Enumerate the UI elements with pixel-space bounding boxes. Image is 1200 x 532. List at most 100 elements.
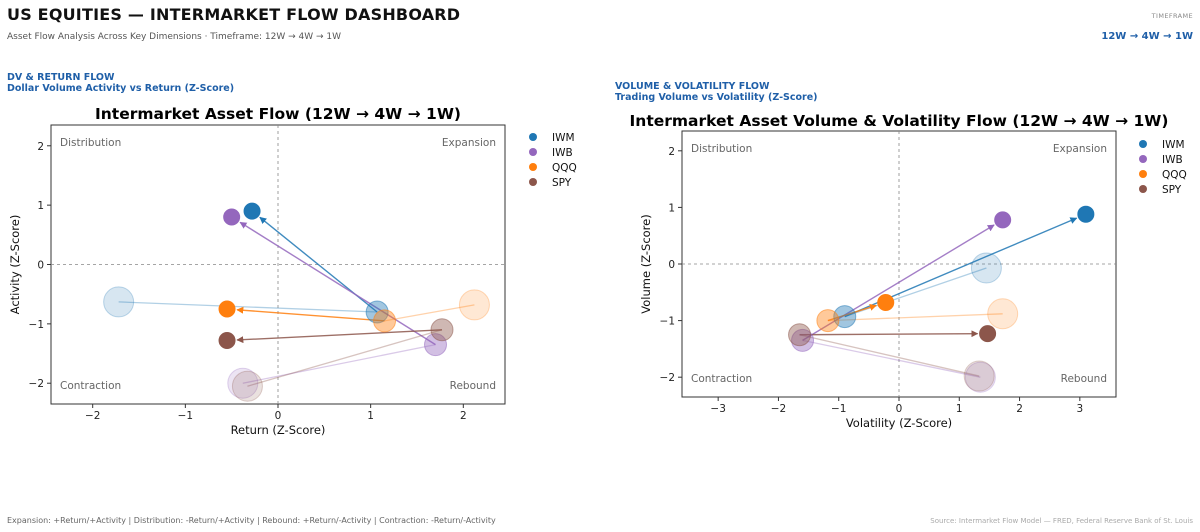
timeframe-label: TIMEFRAME [1151,12,1193,20]
point-iwm-12w [970,252,1002,284]
dashboard-subtitle: Asset Flow Analysis Across Key Dimension… [7,32,342,42]
left-section-title: DV & RETURN FLOW [7,72,115,83]
legend-marker-spy [529,178,537,186]
point-iwb-1w [994,211,1012,229]
timeframe-value: 12W → 4W → 1W [1101,31,1193,42]
legend-label-spy: SPY [552,177,572,189]
left-section-heading: DV & RETURN FLOW Dollar Volume Activity … [7,72,234,94]
legend-label-iwm: IWM [1162,139,1185,151]
legend-label-iwb: IWB [1162,154,1183,166]
point-iwb-12w [964,361,996,393]
flow-arrow-4w-1w [799,330,979,338]
point-qqq-12w [458,289,490,321]
x-tick-label: 1 [956,403,963,415]
quadrant-label-expansion: Expansion [442,137,496,149]
right-section-heading: VOLUME & VOLATILITY FLOW Trading Volume … [615,81,818,103]
right-section-subtitle: Trading Volume vs Volatility (Z-Score) [615,92,818,103]
flow-segment-12w-4w [799,334,980,377]
right-section-title: VOLUME & VOLATILITY FLOW [615,81,770,92]
x-tick-label: 2 [460,410,467,422]
source-footer: Source: Intermarket Flow Model — FRED, F… [930,517,1193,525]
x-tick-label: −2 [771,403,786,415]
flow-segment-12w-4w [802,339,981,378]
point-spy-12w [963,360,995,392]
quadrant-label-expansion: Expansion [1053,143,1107,155]
quadrant-label-distribution: Distribution [60,137,121,149]
quadrant-legend-footer: Expansion: +Return/+Activity | Distribut… [7,516,496,525]
point-spy-4w [788,323,812,347]
point-spy-1w [218,331,236,349]
point-qqq-4w [816,309,840,333]
legend-label-iwb: IWB [552,147,573,159]
flow-arrow-4w-1w [236,306,385,322]
legend-marker-qqq [1139,170,1147,178]
point-spy-1w [979,325,997,343]
flow-arrow-4w-1w [236,329,443,344]
point-iwb-1w [223,208,241,226]
chart-title: Intermarket Asset Flow (12W → 4W → 1W) [95,105,461,123]
legend-marker-qqq [529,163,537,171]
x-tick-label: −2 [85,410,100,422]
x-tick-label: −1 [831,403,846,415]
x-axis-label: Volatility (Z-Score) [846,416,952,430]
chart-title: Intermarket Asset Volume & Volatility Fl… [630,112,1169,130]
legend-marker-iwm [529,133,537,141]
flow-segment-12w-4w [827,313,1003,322]
y-tick-label: −2 [29,378,44,390]
flow-segment-12w-4w [384,304,475,322]
quadrant-label-rebound: Rebound [1061,373,1107,385]
y-axis-label: Activity (Z-Score) [8,215,22,315]
left-section-subtitle: Dollar Volume Activity vs Return (Z-Scor… [7,83,235,94]
x-tick-label: 0 [275,410,282,422]
point-iwm-12w [103,286,135,318]
point-spy-4w [430,318,454,342]
quadrant-label-contraction: Contraction [691,373,752,385]
x-axis-label: Return (Z-Score) [231,423,326,437]
y-axis-label: Volume (Z-Score) [639,214,653,313]
legend-marker-spy [1139,185,1147,193]
point-iwm-4w [365,300,389,324]
x-tick-label: −1 [178,410,193,422]
point-spy-12w [231,370,263,402]
quadrant-label-rebound: Rebound [450,380,496,392]
legend-marker-iwb [1139,155,1147,163]
flow-arrow-4w-1w [827,304,877,322]
legend-label-spy: SPY [1162,184,1182,196]
x-tick-label: 3 [1076,403,1083,415]
point-iwm-1w [1077,205,1095,223]
point-qqq-4w [373,309,397,333]
point-iwb-12w [227,367,259,399]
y-tick-label: 0 [668,259,675,271]
y-tick-label: 2 [668,146,675,158]
x-tick-label: 0 [896,403,903,415]
point-qqq-1w [218,300,236,318]
point-iwm-1w [243,202,261,220]
quadrant-label-distribution: Distribution [691,143,752,155]
y-tick-label: 2 [37,141,44,153]
y-tick-label: 1 [668,202,675,214]
legend-marker-iwm [1139,140,1147,148]
quadrant-label-contraction: Contraction [60,380,121,392]
legend-label-qqq: QQQ [552,162,577,174]
y-tick-label: 0 [37,260,44,272]
flow-segment-12w-4w [118,301,378,313]
legend-label-iwm: IWM [552,132,575,144]
y-tick-label: −2 [660,372,675,384]
legend-label-qqq: QQQ [1162,169,1187,181]
x-tick-label: 1 [367,410,374,422]
legend-marker-iwb [529,148,537,156]
x-tick-label: −3 [710,403,725,415]
flow-segment-12w-4w [247,329,443,387]
flow-segment-12w-4w [242,344,436,384]
y-tick-label: 1 [37,200,44,212]
dv-return-flow-chart: Intermarket Asset Flow (12W → 4W → 1W) −2… [8,105,577,437]
dashboard-title: US EQUITIES — INTERMARKET FLOW DASHBOARD [7,5,461,24]
point-qqq-12w [987,298,1019,330]
x-tick-label: 2 [1016,403,1023,415]
flow-arrow-4w-1w [239,221,436,346]
point-iwb-4w [424,333,448,357]
point-qqq-1w [877,293,895,311]
y-tick-label: −1 [29,319,44,331]
y-tick-label: −1 [660,316,675,328]
